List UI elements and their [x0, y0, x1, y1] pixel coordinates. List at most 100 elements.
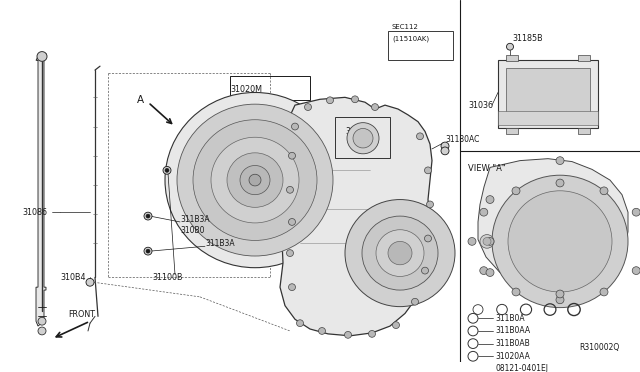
- Circle shape: [412, 298, 419, 305]
- Circle shape: [392, 322, 399, 328]
- Circle shape: [165, 169, 169, 172]
- Circle shape: [240, 166, 270, 195]
- Circle shape: [38, 317, 46, 325]
- Circle shape: [249, 174, 261, 186]
- Circle shape: [632, 208, 640, 216]
- Polygon shape: [478, 159, 628, 294]
- Text: 30429Y: 30429Y: [345, 127, 374, 136]
- Bar: [506, 128, 518, 134]
- Circle shape: [600, 288, 608, 296]
- Circle shape: [422, 267, 429, 274]
- Text: 310B4: 310B4: [60, 273, 86, 282]
- Circle shape: [424, 167, 431, 174]
- Text: 31020M: 31020M: [230, 85, 262, 94]
- Circle shape: [492, 175, 628, 308]
- Text: 31086: 31086: [22, 208, 47, 217]
- Circle shape: [441, 147, 449, 155]
- Circle shape: [486, 269, 494, 276]
- Circle shape: [296, 320, 303, 327]
- Bar: [335, 117, 390, 158]
- Circle shape: [424, 235, 431, 242]
- Circle shape: [344, 331, 351, 338]
- Circle shape: [480, 235, 494, 248]
- Text: 31100B: 31100B: [152, 273, 182, 282]
- Circle shape: [163, 166, 171, 174]
- Circle shape: [351, 96, 358, 103]
- Circle shape: [86, 278, 94, 286]
- Circle shape: [512, 187, 520, 195]
- Circle shape: [305, 104, 312, 110]
- Bar: [506, 55, 518, 61]
- Circle shape: [289, 153, 296, 159]
- Circle shape: [319, 328, 326, 334]
- Circle shape: [417, 133, 424, 140]
- Circle shape: [287, 250, 294, 257]
- Circle shape: [144, 247, 152, 255]
- Text: 31180AC: 31180AC: [445, 135, 479, 144]
- Text: R310002Q: R310002Q: [580, 343, 620, 352]
- Circle shape: [345, 199, 455, 307]
- Circle shape: [556, 179, 564, 187]
- Circle shape: [211, 137, 299, 223]
- Circle shape: [426, 201, 433, 208]
- Circle shape: [289, 284, 296, 291]
- Circle shape: [371, 104, 378, 110]
- Text: VIEW "A": VIEW "A": [468, 164, 506, 173]
- Circle shape: [37, 52, 47, 61]
- Text: 311B3A: 311B3A: [205, 239, 235, 248]
- Circle shape: [146, 249, 150, 253]
- Circle shape: [369, 330, 376, 337]
- Text: (11510AK): (11510AK): [392, 36, 429, 42]
- Bar: [498, 111, 598, 125]
- Text: 311B0AB: 311B0AB: [495, 339, 530, 348]
- Circle shape: [353, 128, 373, 148]
- Circle shape: [388, 241, 412, 265]
- Bar: [388, 31, 453, 60]
- Circle shape: [326, 97, 333, 104]
- Circle shape: [144, 212, 152, 220]
- Circle shape: [146, 214, 150, 218]
- Circle shape: [486, 237, 494, 245]
- Polygon shape: [280, 97, 432, 336]
- Bar: [506, 68, 590, 115]
- Circle shape: [483, 237, 491, 245]
- Circle shape: [227, 153, 283, 207]
- Circle shape: [480, 267, 488, 275]
- Text: 310B0: 310B0: [180, 226, 205, 235]
- Text: 311B0AA: 311B0AA: [495, 327, 530, 336]
- Circle shape: [193, 120, 317, 240]
- Circle shape: [441, 142, 449, 150]
- Circle shape: [480, 208, 488, 216]
- Circle shape: [600, 187, 608, 195]
- Text: A: A: [137, 95, 144, 105]
- Text: SEC112: SEC112: [392, 24, 419, 30]
- Circle shape: [486, 196, 494, 203]
- Text: 08121-0401EJ: 08121-0401EJ: [495, 365, 548, 372]
- Text: 311B0A: 311B0A: [495, 314, 525, 323]
- Circle shape: [556, 290, 564, 298]
- Circle shape: [512, 288, 520, 296]
- Text: 31036: 31036: [468, 101, 493, 110]
- Circle shape: [468, 237, 476, 245]
- Circle shape: [556, 157, 564, 164]
- Circle shape: [289, 218, 296, 225]
- Circle shape: [287, 186, 294, 193]
- Polygon shape: [36, 54, 46, 326]
- Bar: [230, 76, 310, 100]
- Circle shape: [508, 191, 612, 292]
- Text: FRONT: FRONT: [68, 310, 95, 319]
- Text: 31185B: 31185B: [512, 35, 543, 44]
- Circle shape: [632, 267, 640, 275]
- Circle shape: [506, 43, 513, 50]
- Text: 31020AA: 31020AA: [495, 352, 530, 361]
- Bar: [498, 60, 598, 128]
- Circle shape: [165, 93, 345, 268]
- Circle shape: [177, 104, 333, 256]
- Circle shape: [347, 123, 379, 154]
- Bar: [578, 128, 590, 134]
- Circle shape: [556, 296, 564, 304]
- Bar: [578, 55, 590, 61]
- Circle shape: [38, 327, 46, 335]
- Text: 311B3A: 311B3A: [180, 215, 210, 224]
- Circle shape: [376, 230, 424, 276]
